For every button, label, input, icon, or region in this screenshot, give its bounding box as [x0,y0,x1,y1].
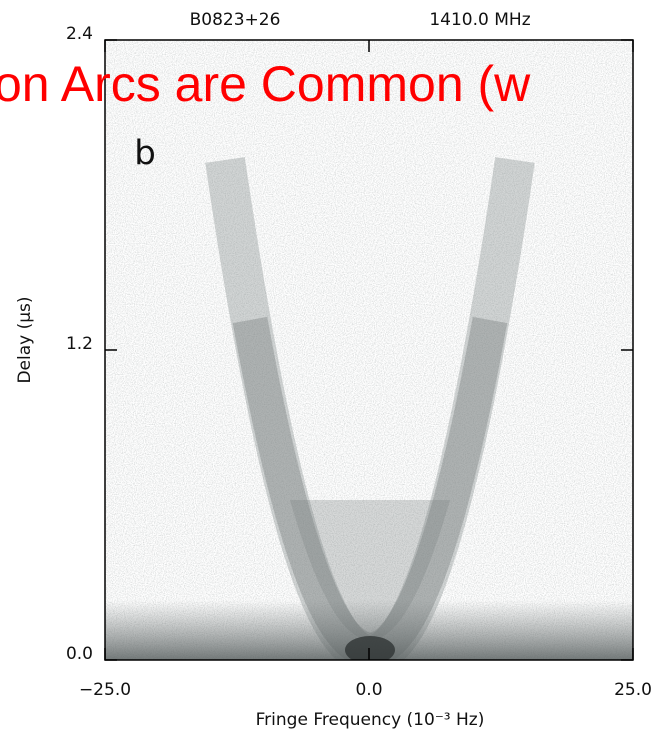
y-tick-label: 1.2 [66,334,93,354]
x-tick-label: 0.0 [355,680,382,700]
y-axis-label: Delay (μs) [15,296,35,383]
slide-title: on Arcs are Common (w [0,56,531,112]
frequency-label: 1410.0 MHz [429,10,530,30]
x-tick-label: 25.0 [614,680,652,700]
x-tick-label: −25.0 [79,680,131,700]
x-axis-label: Fringe Frequency (10⁻³ Hz) [256,710,485,730]
source-name: B0823+26 [190,10,281,30]
y-tick-label: 0.0 [66,644,93,664]
y-tick-label: 2.4 [66,24,93,44]
panel-label: b [134,134,156,174]
spectrum-image [105,40,633,660]
